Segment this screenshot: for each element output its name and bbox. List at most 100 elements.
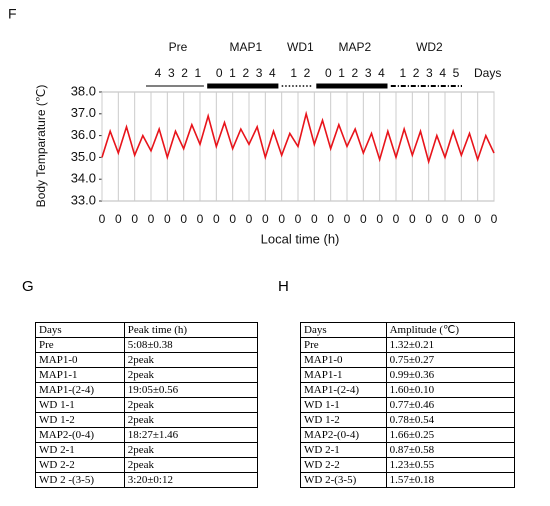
- day-label: 4: [439, 66, 446, 80]
- panel-label: H: [278, 278, 289, 295]
- cell: 2peak: [123, 367, 259, 383]
- day-label: 2: [181, 66, 188, 80]
- x-tick-label: 0: [99, 212, 106, 226]
- cell: 0.99±0.36: [385, 367, 516, 383]
- x-tick-label: 0: [278, 212, 285, 226]
- table-row: MAP2-(0-4) 1.66±0.25: [300, 427, 516, 443]
- table-row: WD 2-(3-5) 1.57±0.18: [300, 472, 516, 488]
- day-label: 2: [242, 66, 249, 80]
- cell: MAP1-(2-4): [300, 382, 387, 398]
- header-row: Days Peak time (h): [35, 322, 259, 338]
- cell: MAP1-1: [300, 367, 387, 383]
- cell: WD 1-1: [300, 397, 387, 413]
- x-tick-label: 0: [376, 212, 383, 226]
- table-row: WD 2-2 2peak: [35, 457, 259, 473]
- x-tick-label: 0: [213, 212, 220, 226]
- cell: WD 2-1: [300, 442, 387, 458]
- cell: 2peak: [123, 442, 259, 458]
- day-label: 1: [338, 66, 345, 80]
- amplitude-table: Days Amplitude (℃) Pre 1.32±0.21 MAP1-0 0.75±…: [300, 322, 516, 488]
- table-row: MAP1-(2-4) 1.60±0.10: [300, 382, 516, 398]
- y-tick-label: 35.0: [71, 149, 96, 164]
- x-tick-label: 0: [442, 212, 449, 226]
- cell: 1.32±0.21: [385, 337, 516, 353]
- day-label: 3: [168, 66, 175, 80]
- cell: 0.87±0.58: [385, 442, 516, 458]
- day-label: 2: [304, 66, 311, 80]
- table-row: WD 1-1 2peak: [35, 397, 259, 413]
- x-tick-label: 0: [474, 212, 481, 226]
- day-label: 1: [290, 66, 297, 80]
- temperature-line: [101, 110, 495, 165]
- cell: MAP1-0: [35, 352, 125, 368]
- y-axis-title: Body Temparature (℃): [34, 85, 48, 208]
- phase-label: WD1: [287, 40, 314, 54]
- cell: 2peak: [123, 352, 259, 368]
- phase-label: WD2: [416, 40, 443, 54]
- x-tick-label: 0: [180, 212, 187, 226]
- cell: 1.23±0.55: [385, 457, 516, 473]
- x-tick-label: 0: [393, 212, 400, 226]
- table-row: WD 2-1 0.87±0.58: [300, 442, 516, 458]
- day-label: 3: [426, 66, 433, 80]
- x-tick-label: 0: [311, 212, 318, 226]
- x-tick-label: 0: [425, 212, 432, 226]
- cell: 0.75±0.27: [385, 352, 516, 368]
- phase-label: MAP2: [339, 40, 372, 54]
- panel-label: F: [8, 6, 17, 22]
- day-label: 1: [399, 66, 406, 80]
- x-tick-label: 0: [295, 212, 302, 226]
- cell: WD 2-2: [300, 457, 387, 473]
- cell: 19:05±0.56: [123, 382, 259, 398]
- y-tick-label: 37.0: [71, 105, 96, 120]
- table-row: MAP1-0 0.75±0.27: [300, 352, 516, 368]
- table-row: WD 1-1 0.77±0.46: [300, 397, 516, 413]
- cell: 2peak: [123, 457, 259, 473]
- cell: 0.77±0.46: [385, 397, 516, 413]
- y-tick-label: 38.0: [71, 83, 96, 98]
- day-label: 0: [325, 66, 332, 80]
- x-tick-label: 0: [197, 212, 204, 226]
- cell: 2peak: [123, 397, 259, 413]
- y-tick-label: 34.0: [71, 171, 96, 186]
- cell: WD 2 -(3-5): [35, 472, 125, 488]
- day-label: 2: [352, 66, 359, 80]
- peak-time-table: Days Peak time (h) Pre 5:08±0.38 MAP1-0 2peak…: [35, 322, 259, 488]
- x-tick-label: 0: [164, 212, 171, 226]
- table-row: MAP2-(0-4) 18:27±1.46: [35, 427, 259, 443]
- cell: Days: [35, 322, 125, 338]
- table-row: WD 2 -(3-5) 3:20±0:12: [35, 472, 259, 488]
- table-row: MAP1-1 0.99±0.36: [300, 367, 516, 383]
- day-label: 0: [216, 66, 223, 80]
- table-row: Pre 1.32±0.21: [300, 337, 516, 353]
- x-tick-label: 0: [327, 212, 334, 226]
- x-tick-label: 0: [131, 212, 138, 226]
- header-row: Days Amplitude (℃): [300, 322, 516, 338]
- cell: MAP1-1: [35, 367, 125, 383]
- x-tick-label: 0: [491, 212, 498, 226]
- table-row: WD 1-2 0.78±0.54: [300, 412, 516, 428]
- day-label: 4: [155, 66, 162, 80]
- cell: Days: [300, 322, 387, 338]
- x-tick-label: 0: [115, 212, 122, 226]
- table-row: MAP1-(2-4) 19:05±0.56: [35, 382, 259, 398]
- x-tick-label: 0: [360, 212, 367, 226]
- phase-label: Pre: [169, 40, 188, 54]
- day-label: 3: [365, 66, 372, 80]
- x-tick-label: 0: [229, 212, 236, 226]
- cell: 2peak: [123, 412, 259, 428]
- table-row: WD 2-2 1.23±0.55: [300, 457, 516, 473]
- x-tick-label: 0: [262, 212, 269, 226]
- x-axis-title: Local time (h): [261, 231, 340, 246]
- cell: 3:20±0:12: [123, 472, 259, 488]
- table-row: WD 1-2 2peak: [35, 412, 259, 428]
- cell: MAP1-0: [300, 352, 387, 368]
- cell: Pre: [35, 337, 125, 353]
- cell: WD 1-2: [300, 412, 387, 428]
- day-label: 5: [453, 66, 460, 80]
- chart: F Body Temparature (℃) Local time (h) Da…: [8, 6, 501, 247]
- cell: WD 2-1: [35, 442, 125, 458]
- cell: WD 1-2: [35, 412, 125, 428]
- day-label: 1: [195, 66, 202, 80]
